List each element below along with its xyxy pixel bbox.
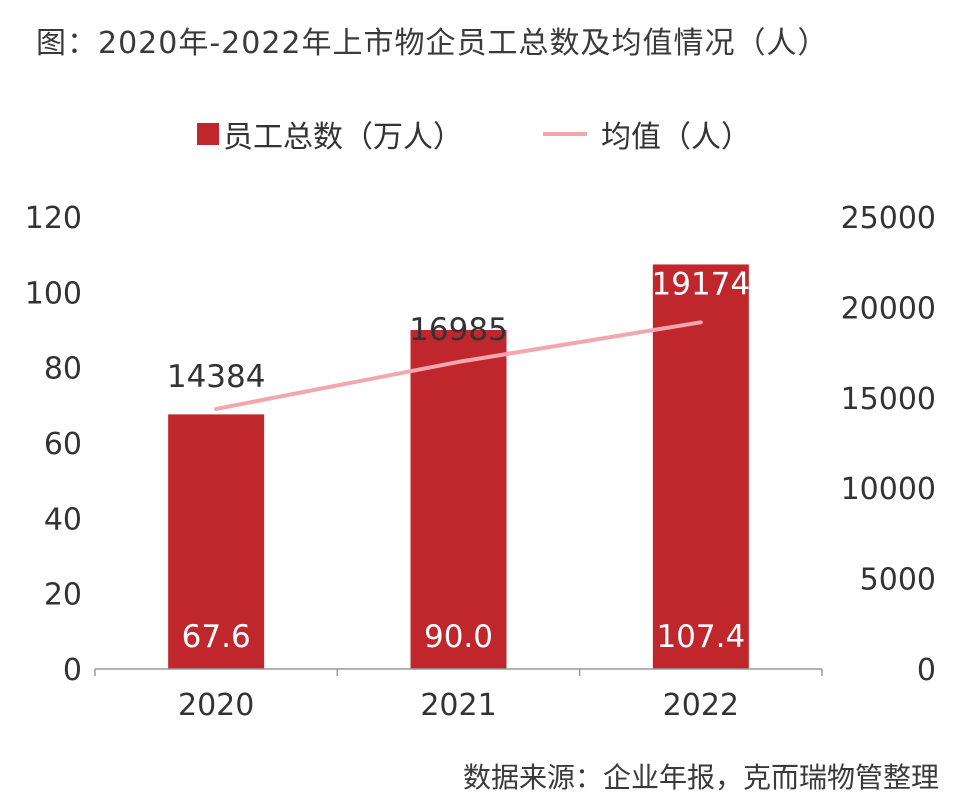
- line-value-label-2020: 14384: [167, 359, 266, 395]
- y-left-tick-label: 80: [44, 352, 82, 387]
- x-tick-label-2020: 2020: [178, 688, 254, 723]
- y-right-tick-label: 10000: [841, 472, 936, 507]
- y-right-tick-label: 25000: [841, 201, 936, 236]
- bar-value-label-2021: 90.0: [424, 619, 493, 655]
- legend-line-label: 均值（人）: [601, 120, 751, 155]
- legend-item-line: 均值（人）: [543, 112, 751, 156]
- y-left-tick-label: 100: [25, 276, 82, 311]
- y-right-tick-label: 0: [917, 653, 936, 688]
- average-line: [214, 320, 703, 411]
- x-tick-label-2021: 2021: [420, 688, 496, 723]
- labels-layer: 67.6 90.0 107.4 14384 16985 19174: [167, 266, 750, 655]
- axis-layer: 2020 2021 2022 0 20 40 60 80 100 120 0 5000 10000 150…: [25, 201, 936, 723]
- bar-2021: [410, 330, 507, 669]
- line-value-label-2022: 19174: [652, 266, 751, 302]
- legend-bar-swatch: [197, 123, 219, 145]
- y-right-tick-label: 5000: [860, 563, 936, 598]
- legend-bar-label: 员工总数（万人）: [223, 120, 463, 155]
- legend-line-swatch: [543, 132, 587, 136]
- legend-item-bar: 员工总数（万人）: [197, 112, 463, 156]
- bars-layer: [168, 264, 749, 669]
- x-tick-label-2022: 2022: [663, 688, 739, 723]
- line-layer: [214, 320, 703, 411]
- y-right-tick-label: 15000: [841, 382, 936, 417]
- y-right-tick-label: 20000: [841, 291, 936, 326]
- chart-title: 图：2020年-2022年上市物企员工总数及均值情况（人）: [36, 26, 829, 61]
- bar-value-label-2022: 107.4: [656, 619, 745, 655]
- bar-2020: [168, 414, 265, 669]
- y-left-tick-label: 120: [25, 201, 82, 236]
- legend: 员工总数（万人） 均值（人）: [0, 112, 969, 162]
- y-left-tick-label: 40: [44, 502, 82, 537]
- line-value-label-2021: 16985: [409, 312, 508, 348]
- y-left-tick-label: 0: [63, 653, 82, 688]
- y-left-tick-label: 60: [44, 427, 82, 462]
- bar-2022: [652, 264, 749, 669]
- y-left-tick-label: 20: [44, 578, 82, 613]
- source-note: 数据来源：企业年报，克而瑞物管整理: [462, 761, 939, 794]
- bar-value-label-2020: 67.6: [182, 619, 251, 655]
